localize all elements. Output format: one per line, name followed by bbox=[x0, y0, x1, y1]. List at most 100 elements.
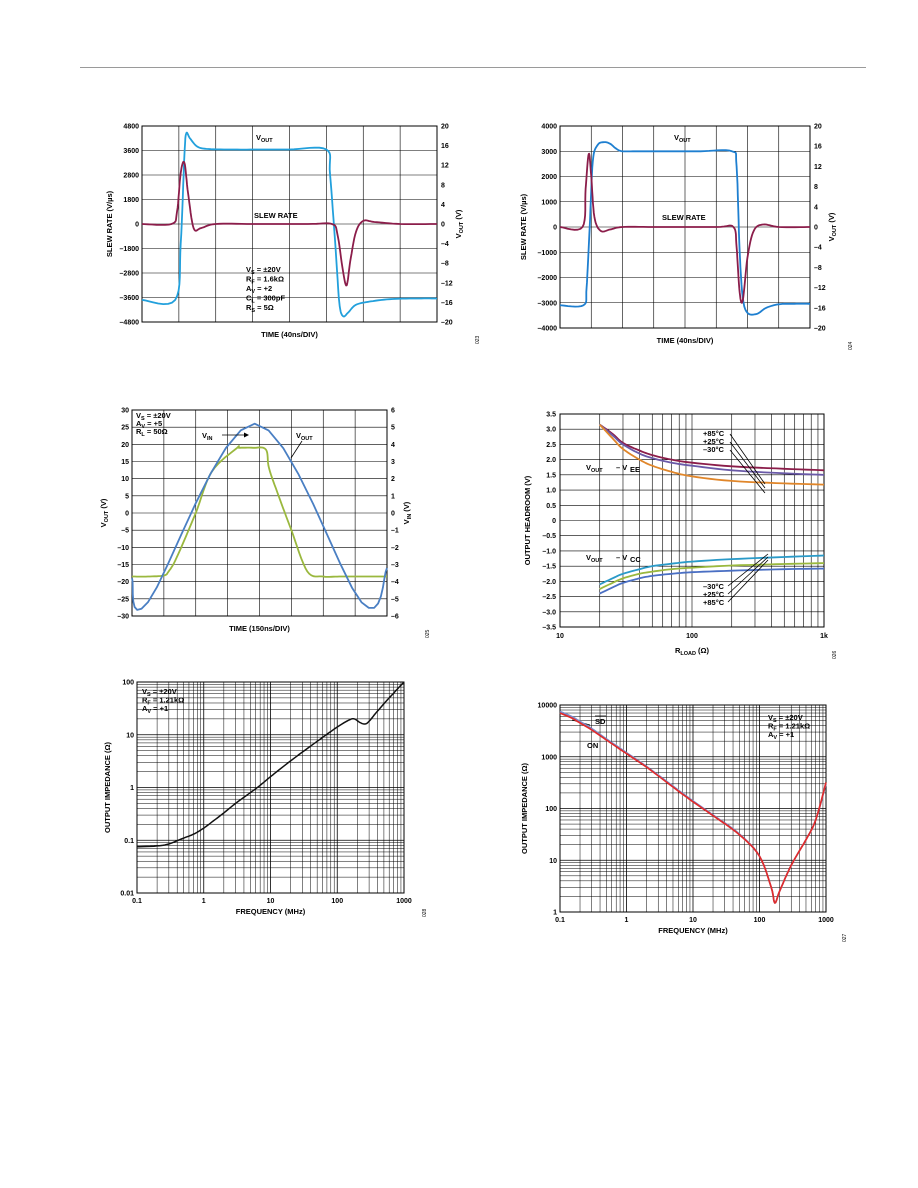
y-tick-label: 1000 bbox=[541, 754, 557, 761]
condition-line: RL = 50Ω bbox=[136, 427, 168, 438]
y2-tick-label: –12 bbox=[814, 285, 826, 292]
y-tick-label: 3600 bbox=[123, 148, 139, 155]
y2-tick-label: –12 bbox=[441, 280, 453, 287]
series-line-slew bbox=[141, 160, 437, 287]
y-tick-label: 5 bbox=[125, 493, 129, 500]
y2-tick-label: 8 bbox=[441, 182, 445, 189]
temp-label-bottom: –30°C bbox=[703, 582, 725, 591]
x-axis-label: TIME (40ns/DIV) bbox=[261, 330, 318, 339]
y-tick-label: –1.0 bbox=[542, 548, 556, 555]
x-tick-label: 0.1 bbox=[132, 898, 142, 905]
y-tick-label: 1 bbox=[130, 785, 134, 792]
on-label: ON bbox=[587, 741, 598, 750]
y-tick-label: –1000 bbox=[538, 250, 558, 257]
temp-label-bottom: +85°C bbox=[703, 598, 725, 607]
temp-arrow bbox=[729, 441, 766, 489]
y-tick-label: –2800 bbox=[120, 271, 140, 278]
y-tick-label: 4000 bbox=[541, 124, 557, 131]
vout-label: VOUT bbox=[674, 133, 691, 144]
y-tick-label: –1.5 bbox=[542, 564, 556, 571]
output-impedance-chart-2: 10000 1000 100 10 1 0.1 1 10 100 1000 FREQUENCY (M… bbox=[505, 690, 865, 960]
temp-arrow bbox=[727, 559, 769, 603]
condition-line: AV = +2 bbox=[246, 284, 272, 295]
y-tick-label: 100 bbox=[545, 806, 557, 813]
impedance-series-1 bbox=[559, 712, 827, 904]
headroom-series-3 bbox=[599, 554, 825, 586]
y-tick-label: –10 bbox=[117, 545, 129, 552]
y2-tick-label: –20 bbox=[814, 326, 826, 333]
y-tick-label: 0.01 bbox=[120, 891, 134, 898]
y-tick-label: –30 bbox=[117, 614, 129, 621]
x-tick-label: 10 bbox=[689, 917, 697, 924]
y-tick-label: 10000 bbox=[538, 703, 558, 710]
y2-tick-label: 8 bbox=[814, 184, 818, 191]
condition-line: RF = 1.21kΩ bbox=[768, 722, 810, 733]
y-tick-label: 2800 bbox=[123, 173, 139, 180]
condition-line: VS = ±20V bbox=[246, 265, 281, 276]
condition-line: VS = ±20V bbox=[142, 687, 177, 698]
condition-line: VS = ±20V bbox=[768, 713, 803, 724]
y2-tick-label: –1 bbox=[391, 528, 399, 535]
y-tick-label: –1800 bbox=[120, 246, 140, 253]
chart-svg: 3.5 3.0 2.5 2.0 1.5 1.0 0.5 0 –0.5 –1.0 –1.5 –2.0 –2… bbox=[523, 412, 838, 660]
y-tick-label: 1 bbox=[553, 910, 557, 917]
series-line-vout bbox=[141, 131, 437, 318]
vcc-sub: CC bbox=[630, 555, 641, 564]
y-tick-label: 100 bbox=[122, 680, 134, 687]
y2-tick-label: 16 bbox=[814, 144, 822, 151]
y-tick-label: 2.0 bbox=[546, 457, 556, 464]
chart-svg: 302520151050–5–10–15–20–25–306543210–1–2… bbox=[99, 408, 431, 639]
temp-arrow bbox=[727, 556, 769, 595]
headroom-series-2 bbox=[599, 424, 825, 486]
vout-arrow bbox=[290, 440, 303, 459]
y2-tick-label: 20 bbox=[814, 124, 822, 131]
y-tick-label: 2000 bbox=[541, 174, 557, 181]
y-axis-label: OUTPUT HEADROOM (V) bbox=[523, 475, 532, 565]
y2-tick-label: 3 bbox=[391, 459, 395, 466]
vee-label-mid: – V bbox=[616, 463, 627, 472]
temp-arrow bbox=[729, 433, 766, 485]
y-tick-label: –15 bbox=[117, 562, 129, 569]
y2-tick-label: 4 bbox=[814, 204, 818, 211]
y2-tick-label: 2 bbox=[391, 476, 395, 483]
y2-tick-label: –5 bbox=[391, 596, 399, 603]
x-tick-label: 0.1 bbox=[555, 917, 565, 924]
vin-vout-time-chart: 30 25 20 15 10 5 0 –5 –10 –15 –20 –25 –30 6 5 4 3 2 1 0 –1 –2… bbox=[90, 395, 450, 645]
condition-line: VS = ±20V bbox=[136, 411, 171, 422]
y-tick-label: 2.5 bbox=[546, 442, 556, 449]
chart-svg: 4000 3000 2000 1000 0 –1000 –2000 –3000 –4000 20 1… bbox=[519, 124, 854, 351]
y2-tick-label: 4 bbox=[441, 202, 445, 209]
y-tick-label: 3000 bbox=[541, 149, 557, 156]
y-tick-label: 20 bbox=[121, 442, 129, 449]
x-tick-label: 10 bbox=[267, 898, 275, 905]
figure-number: 024 bbox=[848, 341, 854, 350]
header-rule bbox=[80, 67, 866, 68]
x-tick-label: 100 bbox=[686, 633, 698, 640]
y-tick-label: 0 bbox=[135, 222, 139, 229]
y-tick-label: 0 bbox=[553, 225, 557, 232]
x-tick-label: 1000 bbox=[396, 898, 412, 905]
y2-tick-label: 5 bbox=[391, 425, 395, 432]
y-tick-label: 10 bbox=[121, 476, 129, 483]
y2-tick-label: –2 bbox=[391, 545, 399, 552]
impedance-series-0 bbox=[137, 681, 405, 848]
y2-tick-label: –8 bbox=[814, 265, 822, 272]
y-tick-label: 3.0 bbox=[546, 427, 556, 434]
y2-tick-label: –20 bbox=[441, 320, 453, 327]
x-axis-label: RLOAD (Ω) bbox=[675, 646, 710, 657]
y-tick-label: –2000 bbox=[538, 275, 558, 282]
y2-tick-label: 12 bbox=[814, 164, 822, 171]
sd-label: SD bbox=[595, 717, 606, 726]
y-tick-label: 1.5 bbox=[546, 472, 556, 479]
series-line-vin bbox=[131, 422, 388, 611]
y-tick-label: –4800 bbox=[120, 320, 140, 327]
figure-number: 025 bbox=[425, 629, 431, 638]
y-tick-label: 1.0 bbox=[546, 488, 556, 495]
y-tick-label: 3.5 bbox=[546, 412, 556, 419]
y2-tick-label: –4 bbox=[814, 245, 822, 252]
x-tick-label: 100 bbox=[754, 917, 766, 924]
y-tick-label: –5 bbox=[121, 528, 129, 535]
condition-line: RF = 1.21kΩ bbox=[142, 696, 184, 707]
